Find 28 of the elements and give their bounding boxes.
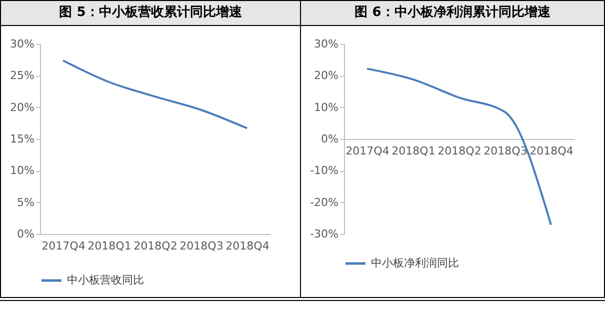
y-tick-label: 15% xyxy=(10,132,34,146)
x-tick-label: 2017Q4 xyxy=(346,144,390,158)
y-tick-label: 10% xyxy=(314,100,338,114)
y-tick-label: 20% xyxy=(10,100,34,114)
y-tick-label: 10% xyxy=(10,164,34,178)
legend-label: 中小板净利润同比 xyxy=(371,256,459,270)
x-tick-label: 2017Q4 xyxy=(42,240,86,252)
legend-label: 中小板营收同比 xyxy=(67,274,144,286)
x-tick-label: 2018Q3 xyxy=(180,240,224,252)
x-tick-label: 2018Q1 xyxy=(392,144,436,158)
y-tick-label: 30% xyxy=(314,38,338,50)
y-tick-label: 30% xyxy=(10,38,34,50)
y-tick-label: 5% xyxy=(17,196,34,209)
chart-title: 图 6：中小板净利润累计同比增速 xyxy=(301,1,604,26)
y-tick-label: -30% xyxy=(310,228,338,240)
y-tick-label: 0% xyxy=(17,228,34,240)
x-tick-label: 2018Q2 xyxy=(438,144,482,158)
y-tick-label: -10% xyxy=(310,164,338,178)
y-tick-label: 25% xyxy=(10,69,34,82)
x-tick-label: 2018Q2 xyxy=(134,240,178,252)
chart-title: 图 5：中小板营收累计同比增速 xyxy=(1,1,300,26)
x-tick-label: 2018Q4 xyxy=(226,240,270,252)
x-tick-label: 2018Q4 xyxy=(530,144,574,158)
x-tick-label: 2018Q1 xyxy=(88,240,132,252)
x-tick-label: 2018Q3 xyxy=(484,144,528,158)
y-tick-label: 20% xyxy=(314,69,338,82)
y-tick-label: 0% xyxy=(321,132,338,146)
y-tick-label: -20% xyxy=(310,196,338,209)
